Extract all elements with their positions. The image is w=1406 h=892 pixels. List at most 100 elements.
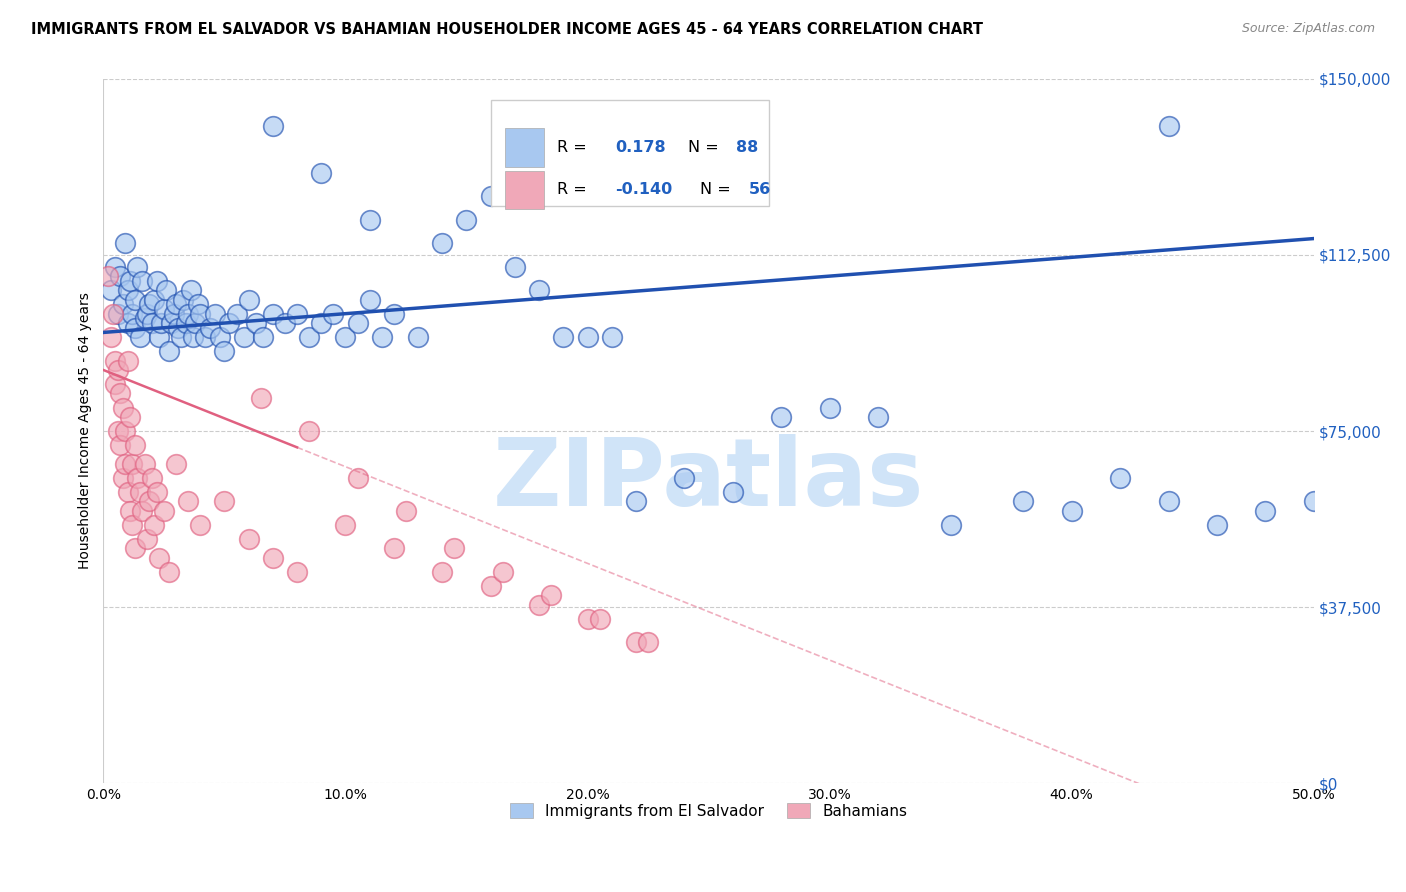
Point <box>153 504 176 518</box>
Point <box>118 409 141 424</box>
Point <box>104 260 127 274</box>
Point <box>527 598 550 612</box>
Point <box>184 316 207 330</box>
Point <box>111 297 134 311</box>
Point <box>395 504 418 518</box>
Point <box>177 494 200 508</box>
Point <box>204 307 226 321</box>
Point <box>194 330 217 344</box>
Text: 0.178: 0.178 <box>616 140 666 155</box>
Point <box>214 344 236 359</box>
Point <box>637 635 659 649</box>
Point <box>162 307 184 321</box>
Point <box>540 588 562 602</box>
Point <box>624 494 647 508</box>
Point <box>359 212 381 227</box>
Point <box>432 236 454 251</box>
Point <box>866 409 889 424</box>
Point <box>121 307 143 321</box>
Point <box>131 274 153 288</box>
Point <box>238 293 260 307</box>
Point <box>249 391 271 405</box>
Point <box>432 565 454 579</box>
Point <box>148 550 170 565</box>
Text: 88: 88 <box>737 140 759 155</box>
Point <box>1060 504 1083 518</box>
Point <box>117 485 139 500</box>
Point <box>141 471 163 485</box>
Point <box>127 260 149 274</box>
Point <box>114 236 136 251</box>
Point <box>285 565 308 579</box>
Point <box>127 471 149 485</box>
Point <box>208 330 231 344</box>
Point <box>406 330 429 344</box>
Point <box>114 424 136 438</box>
Point <box>136 532 159 546</box>
Legend: Immigrants from El Salvador, Bahamians: Immigrants from El Salvador, Bahamians <box>503 797 914 825</box>
Point <box>1302 494 1324 508</box>
Bar <box>505 170 544 210</box>
Point <box>225 307 247 321</box>
Point <box>262 119 284 133</box>
Point <box>107 363 129 377</box>
Point <box>335 517 357 532</box>
Point <box>298 330 321 344</box>
Point <box>492 565 515 579</box>
Point <box>1157 119 1180 133</box>
Point <box>214 494 236 508</box>
Point <box>145 485 167 500</box>
Point <box>124 293 146 307</box>
Bar <box>505 128 544 167</box>
Point <box>155 283 177 297</box>
Text: Source: ZipAtlas.com: Source: ZipAtlas.com <box>1241 22 1375 36</box>
Bar <box>491 100 769 206</box>
Point <box>673 471 696 485</box>
Point <box>121 457 143 471</box>
Point <box>346 471 368 485</box>
Point <box>1254 504 1277 518</box>
Point <box>939 517 962 532</box>
Point <box>527 283 550 297</box>
Point <box>160 316 183 330</box>
Point <box>104 377 127 392</box>
Point <box>172 293 194 307</box>
Point <box>576 612 599 626</box>
Point <box>107 307 129 321</box>
Text: R =: R = <box>557 182 588 197</box>
Point <box>274 316 297 330</box>
Point <box>118 274 141 288</box>
Point <box>456 212 478 227</box>
Point <box>232 330 254 344</box>
Point <box>335 330 357 344</box>
Point <box>157 344 180 359</box>
Point <box>111 471 134 485</box>
Point <box>309 316 332 330</box>
Point <box>298 424 321 438</box>
Point <box>131 504 153 518</box>
Point <box>107 424 129 438</box>
Point <box>262 307 284 321</box>
Point <box>503 260 526 274</box>
Point <box>553 330 575 344</box>
Point <box>117 353 139 368</box>
Point <box>188 517 211 532</box>
Point <box>157 565 180 579</box>
Point <box>309 166 332 180</box>
Point <box>143 293 166 307</box>
Point <box>818 401 841 415</box>
Point <box>117 316 139 330</box>
Point <box>181 330 204 344</box>
Point <box>124 541 146 556</box>
Point <box>576 330 599 344</box>
Point <box>150 316 173 330</box>
Point <box>382 541 405 556</box>
Point <box>346 316 368 330</box>
Point <box>262 550 284 565</box>
Point <box>138 297 160 311</box>
Point <box>121 517 143 532</box>
Y-axis label: Householder Income Ages 45 - 64 years: Householder Income Ages 45 - 64 years <box>79 293 93 569</box>
Point <box>101 307 124 321</box>
Point <box>322 307 344 321</box>
Point <box>721 485 744 500</box>
